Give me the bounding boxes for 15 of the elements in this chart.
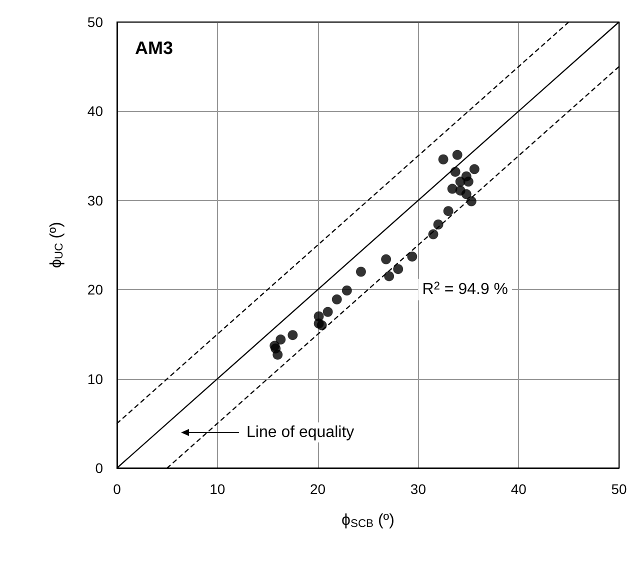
x-tick-label: 30 <box>410 481 426 497</box>
x-tick-label: 50 <box>611 481 627 497</box>
y-tick-label: 0 <box>95 460 104 476</box>
x-tick-label: 0 <box>113 481 122 497</box>
x-tick-label: 10 <box>210 481 226 497</box>
text: AM3 <box>135 38 174 58</box>
x-tick-label: 20 <box>310 481 326 497</box>
annotation: Line of equality <box>246 424 354 441</box>
y-tick-label: 10 <box>87 370 104 387</box>
y-tick-label: 20 <box>87 282 104 298</box>
y-tick-label: 30 <box>87 192 104 208</box>
y-tick-label: 40 <box>87 103 104 120</box>
x-tick-label: 40 <box>510 481 527 497</box>
y-tick-label: 50 <box>87 14 104 30</box>
y-axis-title: ϕUC (º) <box>48 222 66 268</box>
